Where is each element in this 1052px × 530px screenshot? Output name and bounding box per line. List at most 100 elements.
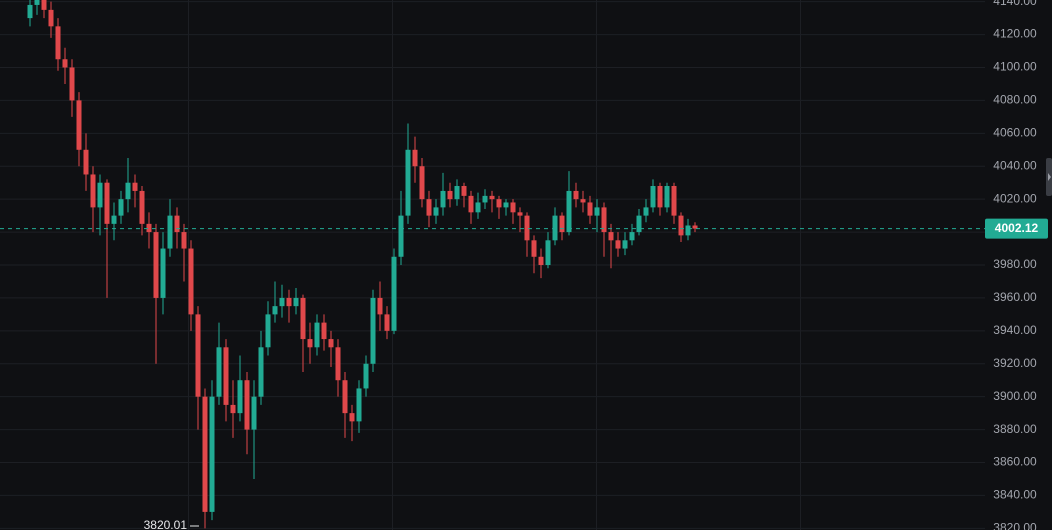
candle-body bbox=[377, 297, 383, 315]
y-tick-label: 4080.00 bbox=[993, 93, 1037, 107]
candle-body bbox=[608, 232, 614, 241]
candle-body bbox=[265, 314, 271, 348]
candle-body bbox=[55, 26, 61, 60]
candle-body bbox=[615, 240, 621, 249]
candle-body bbox=[461, 185, 467, 196]
candle-body bbox=[692, 225, 698, 229]
candle-body bbox=[195, 314, 201, 397]
candle-body bbox=[27, 4, 33, 19]
candle-body bbox=[83, 149, 89, 175]
candle-body bbox=[104, 182, 110, 224]
candle-body bbox=[601, 207, 607, 233]
candle-body bbox=[363, 363, 369, 389]
candle-body bbox=[447, 190, 453, 200]
candle-body bbox=[559, 215, 565, 233]
candle-body bbox=[230, 404, 236, 414]
candle-body bbox=[342, 380, 348, 414]
candle-body bbox=[398, 215, 404, 257]
candle-body bbox=[132, 182, 138, 191]
candle-body bbox=[419, 166, 425, 200]
low-price-label: 3820.01 bbox=[144, 518, 188, 530]
y-tick-label: 3980.00 bbox=[993, 257, 1037, 271]
candle-body bbox=[258, 347, 264, 397]
y-tick-label: 3940.00 bbox=[993, 323, 1037, 337]
y-tick-label: 3840.00 bbox=[993, 488, 1037, 502]
candle-body bbox=[468, 195, 474, 213]
candle-body bbox=[489, 195, 495, 200]
candle-body bbox=[146, 223, 152, 233]
candle-body bbox=[160, 248, 166, 298]
candle-body bbox=[412, 149, 418, 167]
candle-body bbox=[293, 297, 299, 307]
candle-body bbox=[657, 185, 663, 208]
candle-body bbox=[97, 182, 103, 208]
candle-body bbox=[188, 248, 194, 315]
candle-body bbox=[181, 232, 187, 249]
candle-body bbox=[314, 322, 320, 348]
y-tick-label: 4100.00 bbox=[993, 60, 1037, 74]
y-tick-label: 3880.00 bbox=[993, 422, 1037, 436]
candle-body bbox=[454, 185, 460, 200]
candle-body bbox=[545, 240, 551, 265]
side-tab-arrow bbox=[1048, 173, 1051, 181]
candle-body bbox=[482, 195, 488, 203]
y-tick-label: 4020.00 bbox=[993, 191, 1037, 205]
candle-body bbox=[335, 347, 341, 381]
last-price-label: 4002.12 bbox=[995, 221, 1039, 235]
candle-body bbox=[405, 149, 411, 216]
candle-body bbox=[531, 240, 537, 257]
y-tick-label: 4140.00 bbox=[993, 0, 1037, 8]
candle-body bbox=[391, 256, 397, 331]
candle-body bbox=[111, 215, 117, 224]
candle-body bbox=[118, 199, 124, 216]
candle-body bbox=[209, 396, 215, 512]
candle-body bbox=[62, 59, 68, 68]
candle-body bbox=[251, 396, 257, 430]
candle-body bbox=[517, 212, 523, 216]
candle-body bbox=[279, 297, 285, 307]
candle-body bbox=[503, 202, 509, 208]
candle-body bbox=[272, 306, 278, 315]
candle-body bbox=[237, 380, 243, 414]
y-tick-label: 3820.00 bbox=[993, 521, 1037, 530]
y-tick-label: 4120.00 bbox=[993, 27, 1037, 41]
y-tick-label: 4040.00 bbox=[993, 158, 1037, 172]
candle-body bbox=[496, 199, 502, 208]
candle-body bbox=[594, 207, 600, 216]
candle-body bbox=[321, 322, 327, 340]
candle-body bbox=[125, 182, 131, 200]
candle-body bbox=[307, 339, 313, 348]
candle-body bbox=[538, 256, 544, 265]
candle-body bbox=[153, 232, 159, 298]
candle-body bbox=[685, 225, 691, 236]
candle-body bbox=[223, 347, 229, 405]
candle-body bbox=[580, 199, 586, 203]
y-tick-label: 3900.00 bbox=[993, 389, 1037, 403]
candle-body bbox=[90, 174, 96, 208]
candle-body bbox=[384, 314, 390, 331]
candle-body bbox=[300, 297, 306, 340]
candle-body bbox=[643, 207, 649, 216]
last-price-tag bbox=[985, 218, 1048, 239]
candle-body bbox=[216, 347, 222, 397]
candle-body bbox=[286, 297, 292, 307]
candle-body bbox=[566, 190, 572, 233]
candle-body bbox=[671, 185, 677, 216]
candle-body bbox=[510, 202, 516, 213]
candle-body bbox=[174, 215, 180, 233]
candle-body bbox=[573, 190, 579, 200]
candle-body bbox=[34, 0, 40, 5]
candle-body bbox=[349, 413, 355, 422]
candle-body bbox=[356, 388, 362, 422]
candle-body bbox=[552, 215, 558, 241]
candle-body bbox=[76, 100, 82, 150]
candle-body bbox=[629, 232, 635, 241]
candle-body bbox=[475, 202, 481, 213]
candle-body bbox=[328, 339, 334, 348]
y-tick-label: 3860.00 bbox=[993, 455, 1037, 469]
candle-body bbox=[202, 396, 208, 512]
candle-body bbox=[139, 190, 145, 224]
candle-body bbox=[678, 215, 684, 236]
candle-body bbox=[622, 240, 628, 249]
candle-body bbox=[426, 199, 432, 216]
